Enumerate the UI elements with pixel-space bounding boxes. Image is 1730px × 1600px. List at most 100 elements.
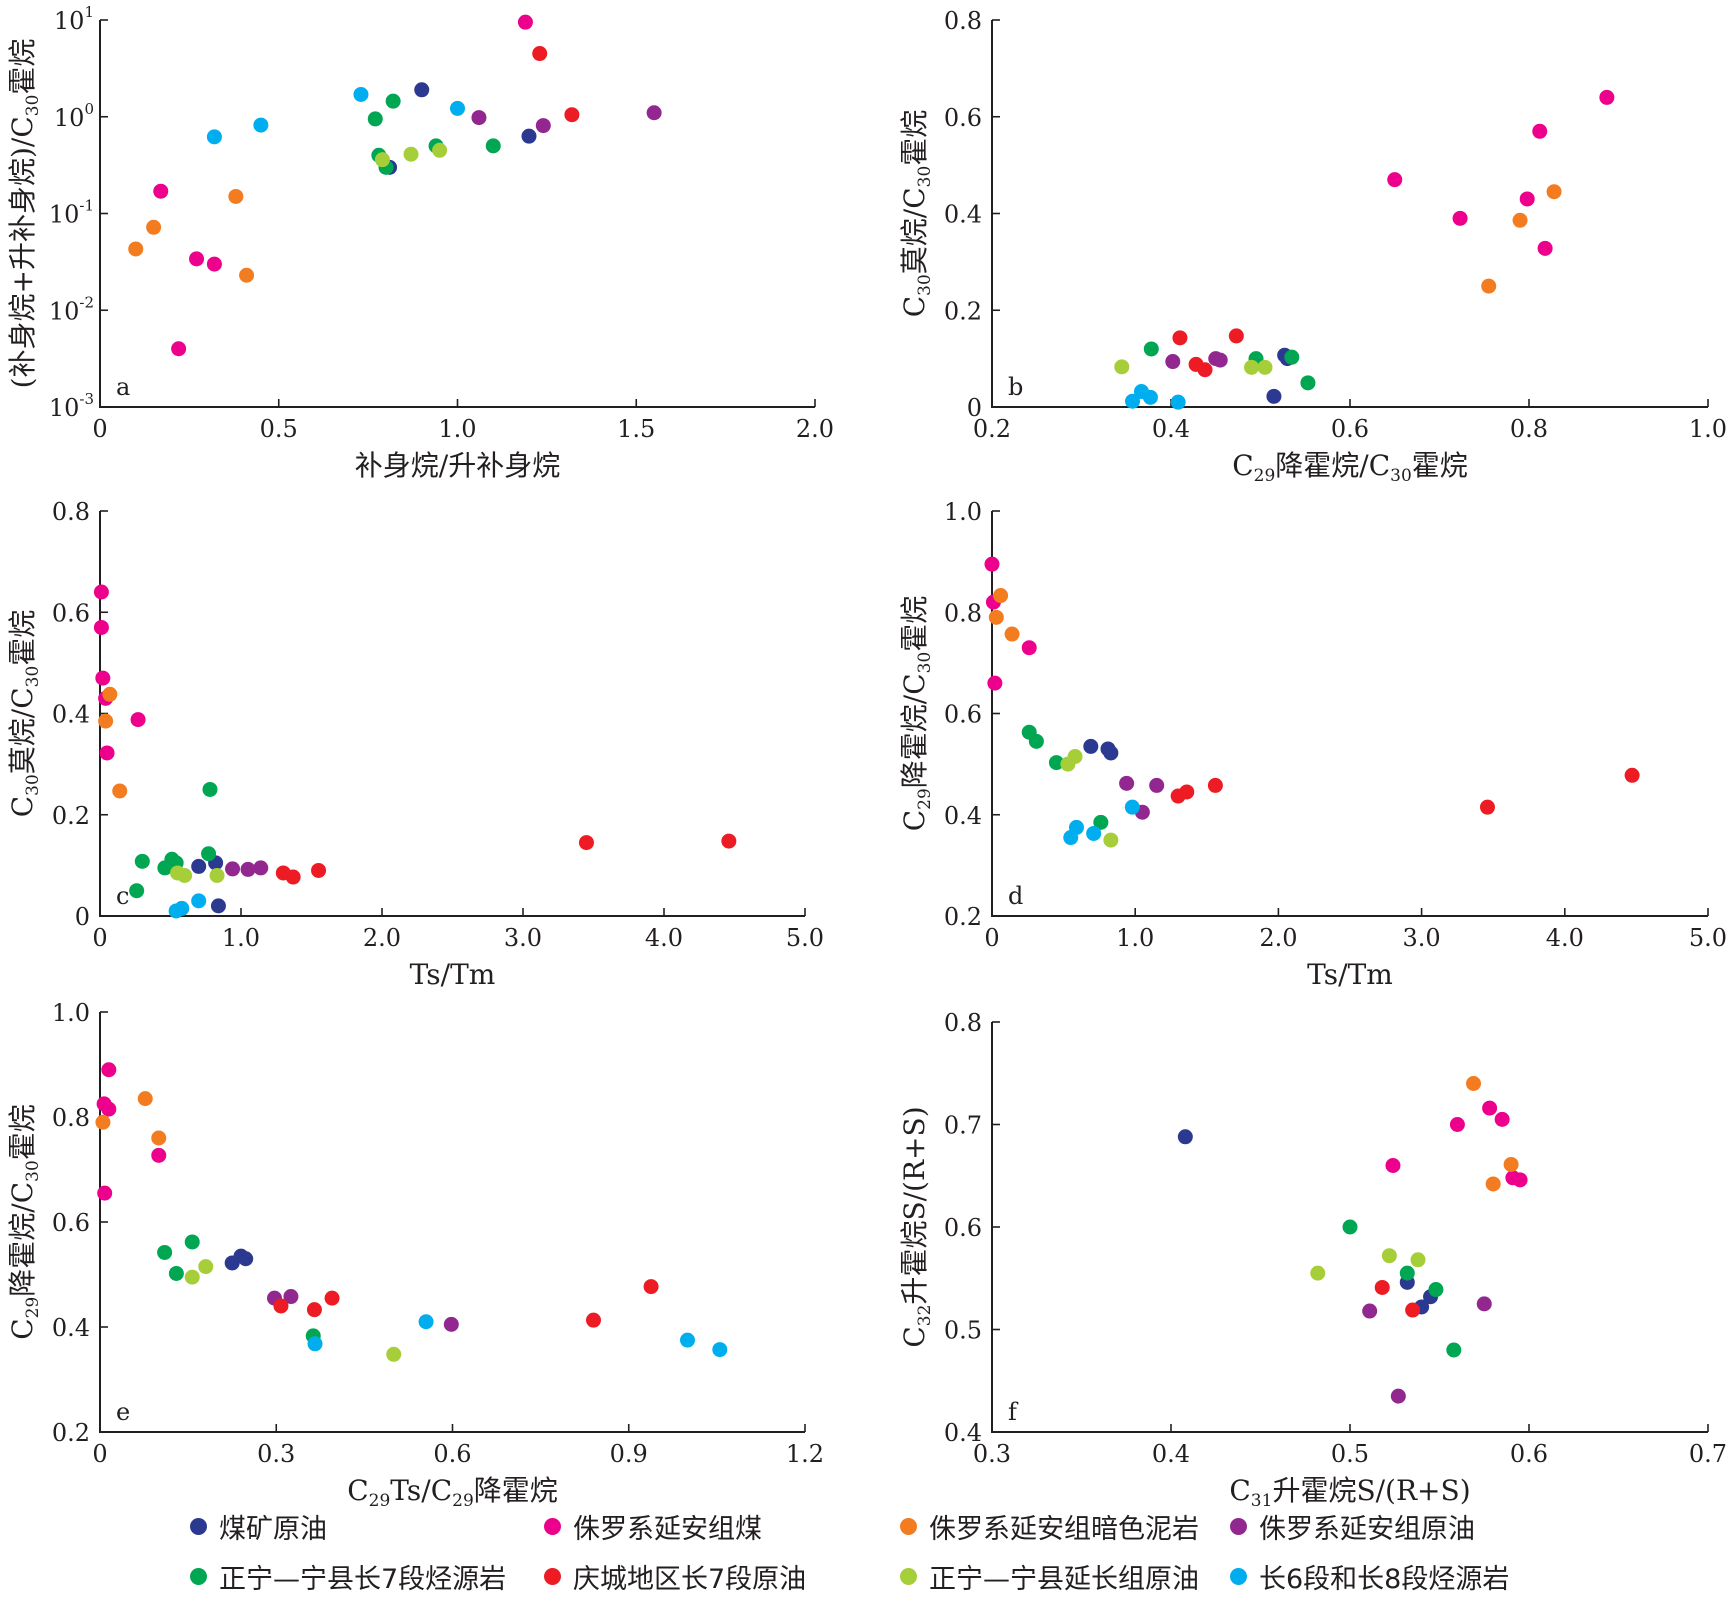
data-point	[1048, 755, 1064, 771]
data-point	[128, 241, 144, 257]
data-point	[283, 1289, 299, 1305]
data-point	[386, 1346, 402, 1362]
x-tick-label: 0.8	[1510, 415, 1548, 443]
y-tick-label: 0.4	[944, 201, 982, 229]
x-tick-label: 2.0	[796, 415, 834, 443]
panel-b: 0.20.40.60.81.000.20.40.60.8bC29​降霍烷/C30…	[898, 7, 1727, 486]
x-axis-label: C29​Ts/C29​降霍烷	[347, 1474, 558, 1511]
data-point	[1482, 1100, 1498, 1116]
y-tick-label: 0.6	[52, 1209, 90, 1237]
y-tick-label: 0.6	[52, 599, 90, 627]
legend-swatch	[190, 1567, 207, 1585]
data-point	[646, 105, 662, 121]
data-point	[311, 862, 327, 878]
data-point	[1624, 767, 1640, 783]
data-point	[93, 619, 109, 635]
legend-item: 正宁—宁县长7段烃源岩	[190, 1556, 506, 1596]
y-axis-label: C32​升霍烷S/(R+S)	[898, 1106, 935, 1347]
data-point	[1004, 626, 1020, 642]
legend-item: 庆城地区长7段原油	[544, 1556, 806, 1596]
x-tick-label: 0.5	[260, 415, 298, 443]
data-point	[240, 861, 256, 877]
legend-swatch	[544, 1567, 561, 1585]
data-point	[532, 46, 548, 62]
data-point	[168, 1265, 184, 1281]
data-point	[1428, 1282, 1444, 1298]
y-tick-label: 0.7	[944, 1112, 982, 1140]
data-point	[1119, 775, 1135, 791]
legend-label: 侏罗系延安组暗色泥岩	[929, 1513, 1199, 1545]
x-tick-label: 0	[92, 1440, 107, 1468]
legend: 煤矿原油 侏罗系延安组煤 侏罗系延安组暗色泥岩 侏罗系延安组原油 正宁—宁县长7段烃源岩…	[190, 1506, 1590, 1600]
x-tick-label: 4.0	[645, 924, 683, 952]
data-point	[1228, 328, 1244, 344]
data-point	[414, 82, 430, 98]
legend-item: 长6段和长8段烃源岩	[1230, 1556, 1509, 1596]
data-point	[202, 781, 218, 797]
x-axis-label: C29​降霍烷/C30​霍烷	[1232, 449, 1468, 486]
legend-label: 正宁—宁县长7段烃源岩	[219, 1563, 507, 1595]
y-tick-label: 0.2	[944, 297, 982, 325]
data-point	[95, 1114, 111, 1130]
data-point	[1494, 1111, 1510, 1127]
x-tick-label: 1.0	[1116, 924, 1154, 952]
x-tick-label: 0.9	[610, 1440, 648, 1468]
y-tick-label: 1.0	[52, 999, 90, 1027]
x-tick-label: 1.0	[222, 924, 260, 952]
panel-letter: a	[116, 373, 130, 401]
legend-label: 长6段和长8段烃源岩	[1259, 1563, 1510, 1595]
y-tick-label: 0	[75, 903, 90, 931]
data-point	[1446, 1342, 1462, 1358]
data-point	[1179, 784, 1195, 800]
legend-item: 煤矿原油	[190, 1506, 327, 1546]
x-axis-label: 补身烷/升补身烷	[355, 449, 560, 482]
data-point	[97, 1185, 113, 1201]
y-tick-label: 0.8	[944, 599, 982, 627]
data-point	[1481, 278, 1497, 294]
x-tick-label: 0.7	[1689, 1440, 1727, 1468]
legend-item: 侏罗系延安组原油	[1230, 1506, 1475, 1546]
data-point	[1142, 389, 1158, 405]
data-point	[198, 1259, 214, 1275]
data-point	[418, 1314, 434, 1330]
y-axis-label: C29​降霍烷/C30​霍烷	[898, 596, 935, 832]
data-point	[201, 846, 217, 862]
data-point	[471, 110, 487, 126]
data-point	[403, 146, 419, 162]
x-tick-label: 1.5	[617, 415, 655, 443]
data-point	[521, 128, 537, 144]
panel-f: 0.30.40.50.60.70.40.50.60.70.8fC31​升霍烷S/…	[898, 1009, 1727, 1511]
y-tick-label: 10-1	[49, 197, 94, 229]
legend-swatch	[190, 1517, 207, 1535]
data-point	[253, 117, 269, 133]
data-point	[1390, 1388, 1406, 1404]
data-point	[984, 556, 1000, 572]
data-point	[184, 1234, 200, 1250]
data-point	[1143, 341, 1159, 357]
x-tick-label: 3.0	[1403, 924, 1441, 952]
y-tick-label: 0.4	[52, 701, 90, 729]
data-point	[102, 686, 118, 702]
data-point	[586, 1312, 601, 1328]
data-point	[1021, 640, 1037, 656]
data-point	[1452, 210, 1468, 226]
data-point	[1257, 359, 1273, 375]
data-point	[1149, 777, 1165, 793]
data-point	[712, 1342, 728, 1358]
y-tick-label: 10-3	[49, 390, 94, 422]
panel-letter: e	[116, 1398, 130, 1426]
y-tick-label: 0.8	[52, 498, 90, 526]
data-point	[273, 1298, 289, 1314]
data-point	[239, 267, 255, 283]
data-point	[680, 1332, 695, 1348]
x-tick-label: 2.0	[1259, 924, 1297, 952]
data-point	[184, 1269, 200, 1285]
x-tick-label: 5.0	[1689, 924, 1727, 952]
data-point	[1546, 184, 1562, 200]
data-point	[1125, 393, 1141, 409]
data-point	[171, 341, 187, 357]
data-point	[1114, 359, 1130, 375]
y-tick-label: 0.4	[944, 802, 982, 830]
x-tick-label: 3.0	[504, 924, 542, 952]
